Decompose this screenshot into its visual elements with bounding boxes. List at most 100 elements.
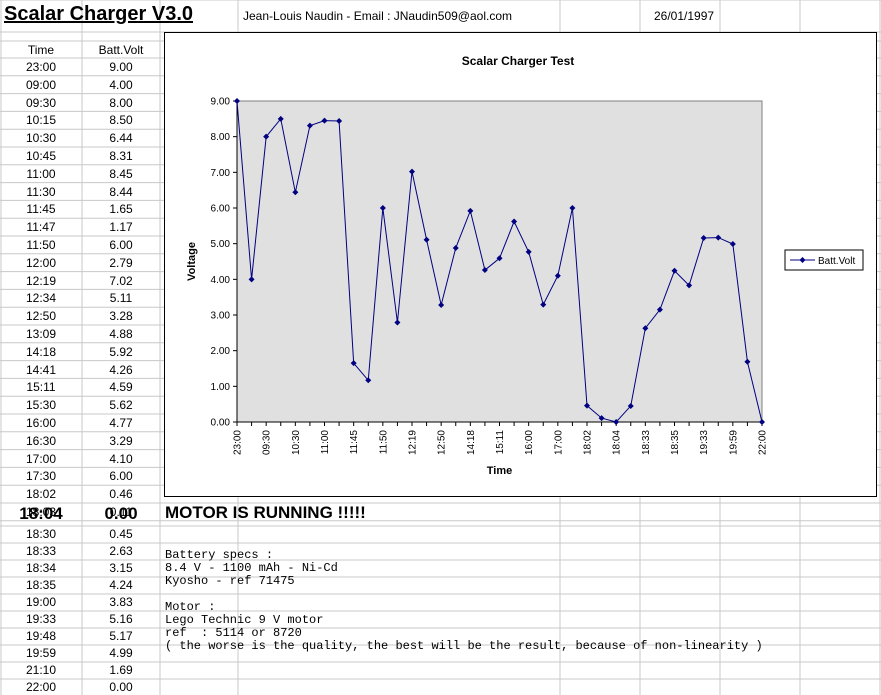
table-cell-volt: 2.79 (109, 255, 133, 270)
y-tick-label: 8.00 (211, 132, 231, 143)
table-cell-volt: 7.02 (109, 273, 133, 288)
x-tick-label: 09:30 (262, 430, 273, 455)
data-point (263, 133, 270, 140)
time-column-header: Time (27, 43, 55, 57)
table-cell-time: 21:10 (25, 663, 57, 677)
x-axis-label: Time (487, 465, 512, 477)
table-cell-volt: 5.11 (109, 291, 133, 306)
table-cell-volt: 8.45 (109, 166, 133, 181)
table-cell-time: 12:19 (25, 273, 57, 288)
table-cell-volt: 6.00 (109, 469, 133, 484)
table-cell-time: 14:41 (25, 362, 57, 377)
x-tick-label: 11:50 (378, 430, 389, 455)
x-tick-label: 22:00 (758, 430, 769, 455)
table-cell-volt: 0.00 (109, 680, 133, 694)
table-cell-volt: 4.77 (109, 416, 133, 430)
status-message: MOTOR IS RUNNING !!!!! (165, 503, 366, 522)
table-cell-time: 09:00 (25, 77, 57, 92)
table-cell-volt: 0.46 (109, 487, 133, 502)
x-tick-label: 15:11 (495, 430, 506, 455)
note-line: 8.4 V - 1100 mAh - Ni-Cd (165, 561, 338, 575)
data-point (642, 325, 649, 332)
table-cell-time: 23:00 (25, 60, 57, 74)
data-point (759, 419, 765, 425)
x-tick-label: 11:45 (349, 430, 360, 455)
x-tick-label: 11:00 (320, 430, 331, 455)
table-cell-time: 14:18 (25, 344, 57, 359)
table-cell-volt: 6.44 (109, 131, 133, 146)
data-point (452, 244, 459, 251)
table-cell-volt: 0.45 (109, 527, 133, 541)
chart-area[interactable]: Scalar Charger Test 0.00 1.00 2.00 3.00 4.00 5… (164, 32, 877, 497)
x-tick-label: 17:00 (553, 430, 564, 455)
legend-box (784, 249, 864, 271)
table-cell-time: 13:09 (25, 327, 57, 341)
table-cell-time: 11:50 (26, 238, 56, 252)
table-cell-time: 17:30 (25, 469, 57, 484)
y-tick-label: 0.00 (211, 418, 231, 429)
data-point (700, 234, 707, 241)
table-cell-volt: 0.00 (104, 504, 138, 523)
table-cell-volt: 1.17 (109, 220, 133, 235)
y-tick-label: 5.00 (211, 239, 231, 250)
data-point (379, 205, 386, 211)
table-cell-volt: 1.69 (109, 663, 133, 677)
table-cell-time: 15:11 (26, 380, 56, 395)
data-point (365, 377, 372, 384)
legend-marker (799, 257, 806, 263)
author-email: Jean-Louis Naudin - Email : JNaudin509@a… (243, 9, 512, 23)
table-cell-time: 10:30 (25, 131, 57, 146)
table-cell-volt: 2.63 (109, 544, 133, 558)
table-cell-time: 12:50 (25, 309, 57, 324)
data-point (481, 267, 488, 274)
table-cell-volt: 8.50 (109, 113, 133, 128)
table-cell-volt: 8.44 (109, 184, 133, 199)
table-cell-time: 18:35 (25, 578, 57, 592)
table-cell-time: 18:03 (25, 505, 57, 519)
data-point (409, 168, 415, 175)
data-point (744, 358, 751, 365)
table-cell-time: 12:34 (25, 291, 57, 306)
data-point (438, 302, 445, 309)
table-cell-time: 18:30 (25, 527, 57, 541)
data-point (394, 319, 401, 326)
data-point (292, 189, 299, 196)
table-cell-time: 19:00 (25, 595, 57, 609)
data-point (598, 415, 605, 422)
table-cell-volt: 9.00 (109, 60, 133, 74)
data-point (540, 301, 547, 308)
note-line: ( the worse is the quality, the best wil… (165, 639, 763, 653)
legend-label: Batt.Volt (818, 256, 855, 267)
table-cell-volt: 5.92 (109, 344, 133, 359)
note-line (165, 588, 763, 601)
data-point (511, 218, 518, 225)
x-tick-label: 19:59 (728, 430, 739, 455)
data-point (336, 117, 343, 124)
table-cell-volt: 3.15 (109, 561, 133, 575)
table-cell-volt: 1.65 (109, 202, 133, 217)
data-point (423, 236, 430, 243)
y-tick-label: 1.00 (211, 382, 231, 393)
y-tick-label: 7.00 (211, 168, 231, 179)
x-tick-label: 14:18 (466, 430, 477, 455)
table-cell-volt: 5.16 (109, 612, 133, 626)
plot-area (236, 100, 763, 423)
table-cell-time: 11:47 (26, 220, 56, 235)
table-cell-volt: 4.24 (109, 578, 133, 592)
table-cell-volt: 4.00 (109, 77, 133, 92)
note-line: Lego Technic 9 V motor (165, 613, 324, 627)
x-tick-label: 18:02 (583, 430, 594, 455)
table-cell-volt: 4.10 (109, 451, 133, 466)
table-cell-volt: 4.26 (109, 362, 133, 377)
table-cell-time: 11:00 (26, 166, 56, 181)
table-cell-volt: 8.31 (109, 149, 133, 163)
x-tick-label: 16:00 (524, 430, 535, 455)
notes-block: Battery specs :8.4 V - 1100 mAh - Ni-Cd K… (165, 549, 763, 653)
data-point (627, 402, 634, 409)
table-cell-time: 12:00 (25, 255, 57, 270)
table-cell-time: 10:15 (25, 113, 57, 128)
volt-column-header: Batt.Volt (98, 43, 144, 57)
table-cell-time: 10:45 (25, 149, 57, 163)
y-tick-label: 3.00 (211, 311, 231, 322)
y-tick-label: 9.00 (211, 97, 231, 108)
